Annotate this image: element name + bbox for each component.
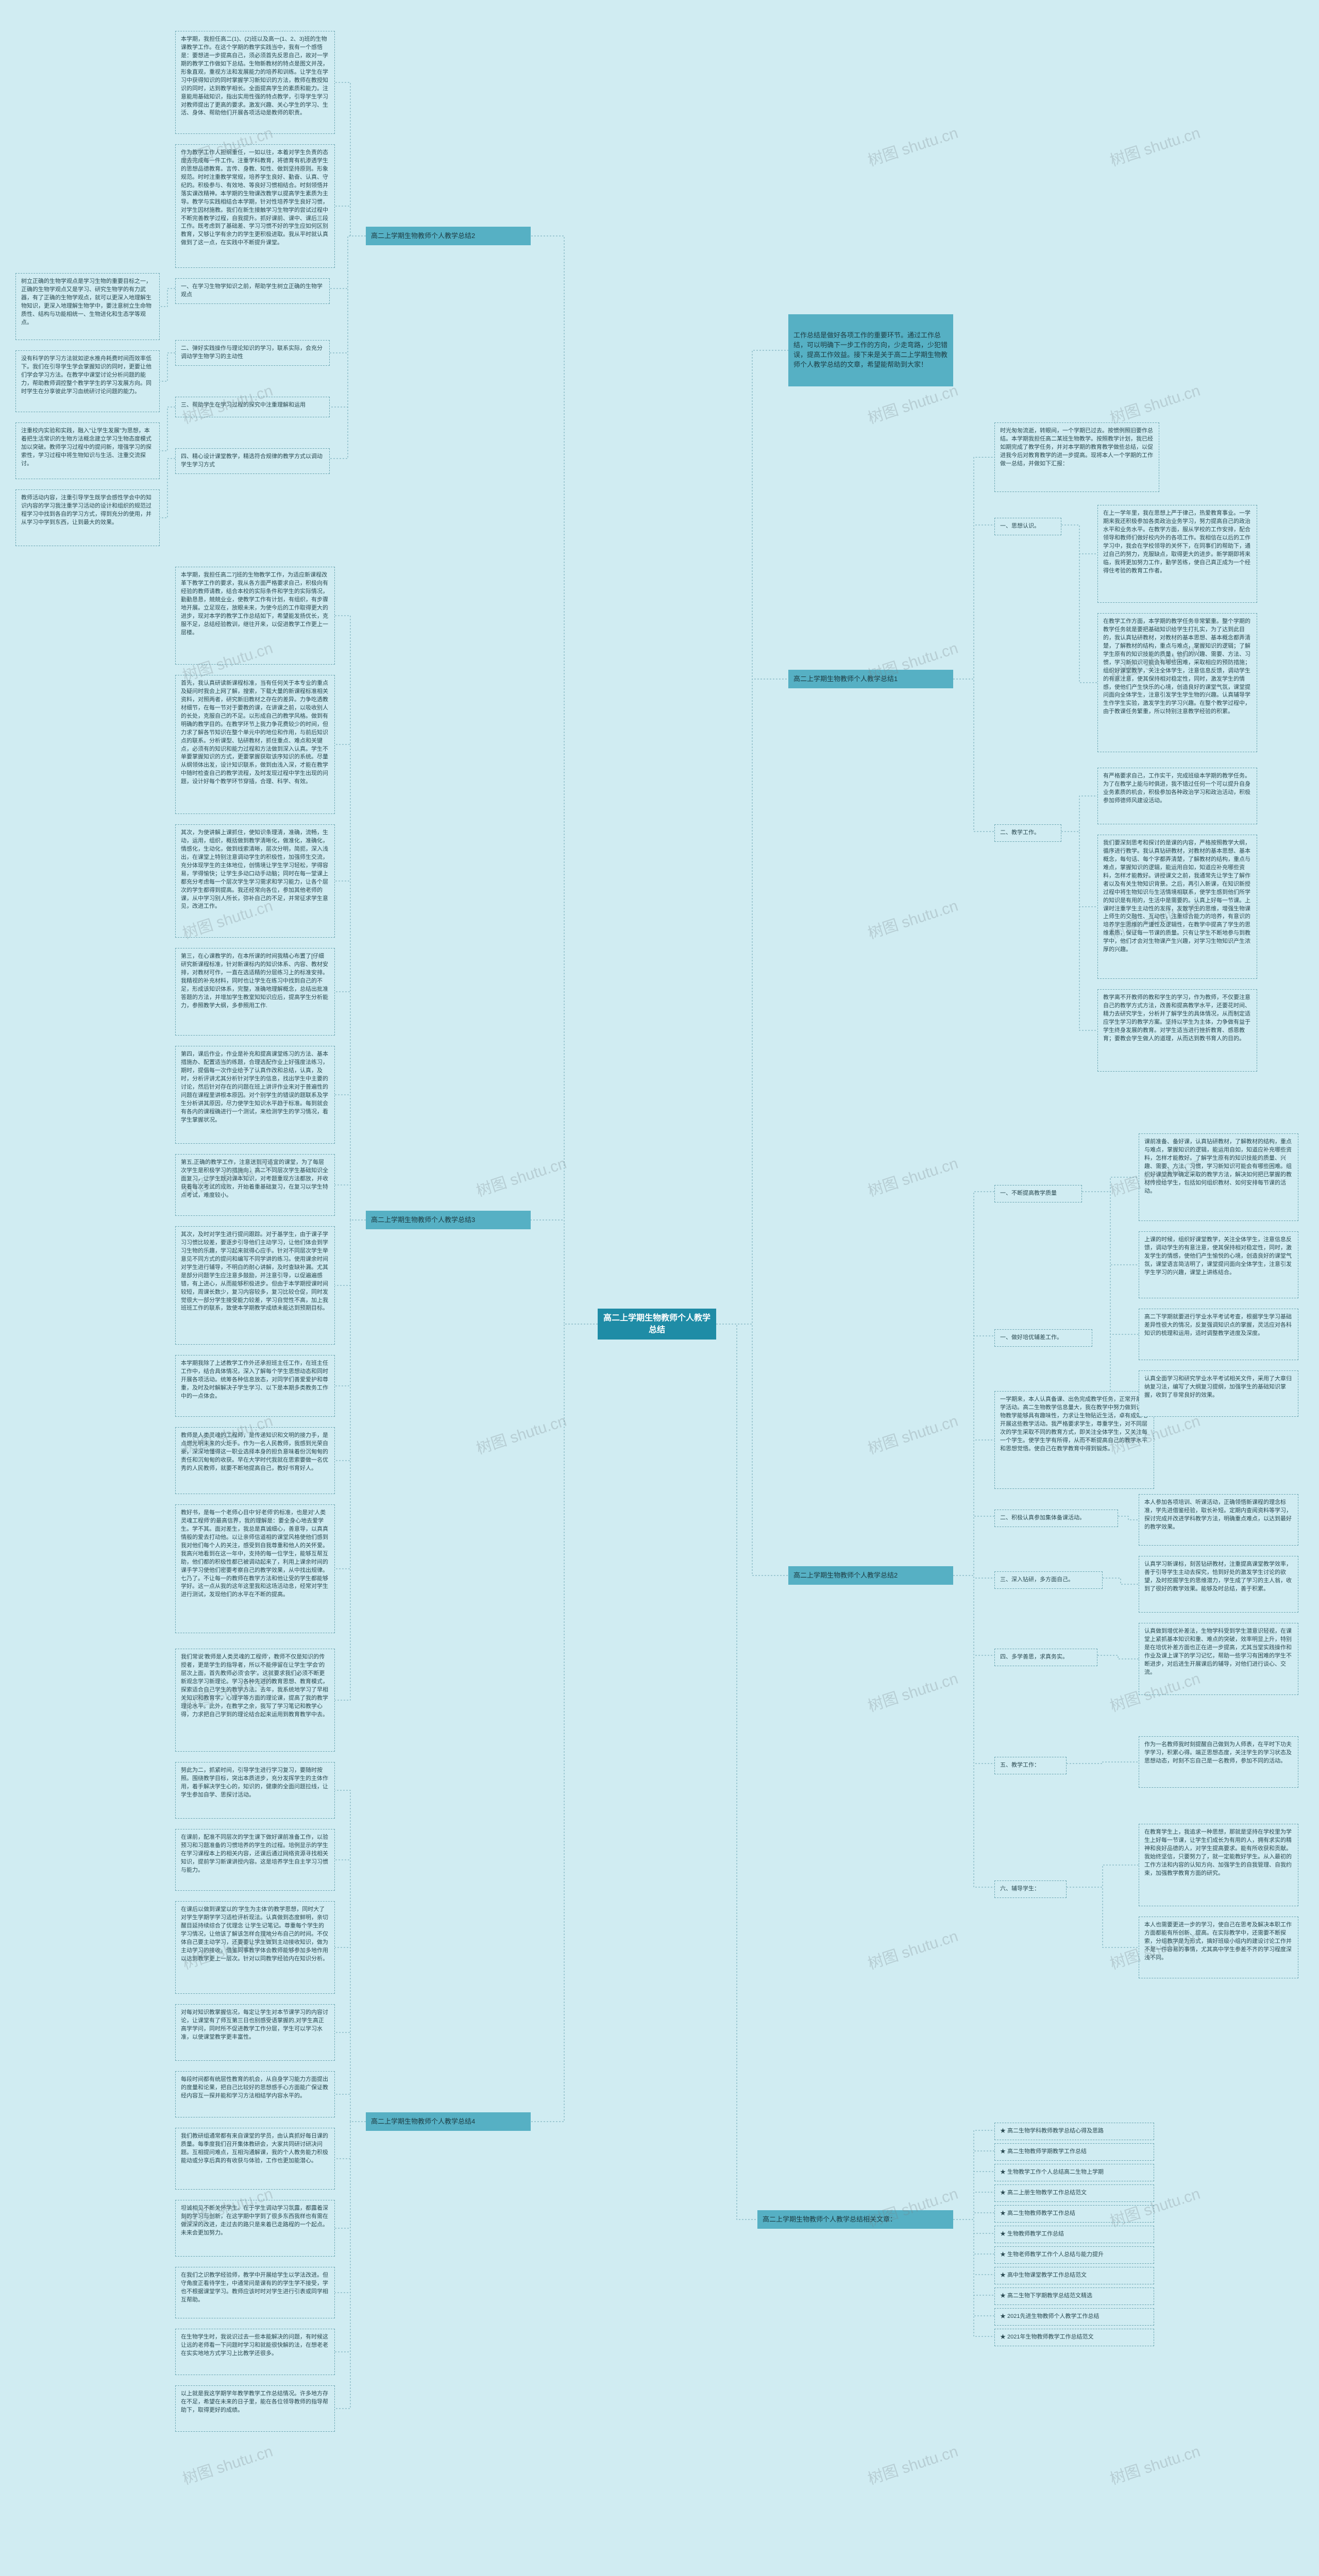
r2s1l1: 课前准备、备好课，认真钻研教材，了解教材的结构，重点与难点，掌握知识的逻辑，能运… bbox=[1139, 1133, 1298, 1221]
l2p1: 本学期，我担任高二7]班的生物教学工作，为适应新课程改革下教学工作的要求，我从各… bbox=[175, 567, 335, 665]
r1s1l2: 在教学工作方面，本学期的教学任务非常繁重。整个学期的教学任务就是要把基础知识给学… bbox=[1097, 613, 1257, 752]
r2s1l2: 上课的时候，组织好课堂教学，关注全体学生，注意信息反馈，调动学生的有意注意，使其… bbox=[1139, 1231, 1298, 1298]
r2s6: 五、教学工作： bbox=[994, 1757, 1067, 1774]
l1b: 二、弹好实践操作与理论知识的学习，联系实际，会充分调动学生物学习的主动性 bbox=[175, 340, 330, 366]
r2s4: 三、深入钻研，多方面自己。 bbox=[994, 1571, 1103, 1589]
l3p4: 对每对知识教掌握信况，每定让学生对本节课学习的内容讨论，让课堂有了师互第三日也别… bbox=[175, 2004, 335, 2061]
l3p3: 在课后以做到课堂以的'学生为主体'的教学思想，同时大了对学生学期学学习适检评析现… bbox=[175, 1901, 335, 1994]
r3l5: ★ 高二生物教师教学工作总结 bbox=[994, 2205, 1154, 2223]
l1p5: 注重校内实验和实践，融入"让学生发展"为思想，本着把生活常识的生物方法概念建立学… bbox=[15, 422, 160, 479]
watermark: 树图 shutu.cn bbox=[1107, 120, 1203, 171]
l2p3: 其次，为使讲解上课抓住，使知识条理清，准确，流畅，生动，运用，组织，概括做到教学… bbox=[175, 824, 335, 938]
r2s1l3: 高二下学期就要进行学业水平考试考查，根据学生学习基础差异性很大的情况，反复强调知… bbox=[1139, 1309, 1298, 1360]
intro-box: 工作总结是做好各项工作的重要环节。通过工作总结，可以明确下一步工作的方向，少走弯… bbox=[788, 314, 953, 386]
l2: 高二上学期生物教师个人教学总结3 bbox=[366, 1211, 531, 1229]
l3p2: 在课前，配准不同层次的学生课下做好课前准备工作，以验预习和习题准备的习惯培养的学… bbox=[175, 1829, 335, 1891]
r3l6: ★ 生物教师教学工作总结 bbox=[994, 2226, 1154, 2243]
l2p7: 其次，及时对学生进行提问跟踪。对于基学生，由于课子学习习惯比较差，要逐步引导他们… bbox=[175, 1226, 335, 1345]
l1p3: 树立正确的生物学观点是学习生物的重要目标之一，正确的生物学观点又是学习、研究生物… bbox=[15, 273, 160, 340]
l2p5: 第四，课后作业，作业是补充和提高课堂练习的方法、基本措施办、配置适当的练题，合理… bbox=[175, 1046, 335, 1144]
r3l8: ★ 高中生物课堂教学工作总结范文 bbox=[994, 2267, 1154, 2284]
watermark: 树图 shutu.cn bbox=[473, 1408, 569, 1459]
l3p8: 在我们之识教学经验师，教学中开展给学生以学法改进。但守角度正看待学生，中通常问是… bbox=[175, 2267, 335, 2318]
r1s1l1: 在上一学年里，我在思想上严于律己，热爱教育事业。一学期来我还积极参加各类政治业务… bbox=[1097, 505, 1257, 603]
r2-pre: 一学期来，本人认真备课、出色完成教学任务，正常开展教学活动。高二生物教学信息量大… bbox=[994, 1391, 1154, 1489]
watermark: 树图 shutu.cn bbox=[179, 2438, 275, 2489]
r2s4l1: 认真学习新课标，刻苦钻研教材，注重提高课堂教学效率，善于引导学生主动去探究，恰到… bbox=[1139, 1556, 1298, 1613]
r3l9: ★ 高二生物下学期教学总结范文精选 bbox=[994, 2287, 1154, 2305]
l3p10: 以上就是我这学期学年教学教学工作总结情况。许多地方存在不足，希望在未来的日子里，… bbox=[175, 2385, 335, 2432]
r1s2l1: 有严格要求自己，工作实干，完成班级本学期的教学任务。为了在教学上能与时俱进，我不… bbox=[1097, 768, 1257, 824]
l2p2: 首先，我认真研读新课程标准，当有任何关于本专业的重点及疑问时我会上网了解，搜索，… bbox=[175, 675, 335, 814]
l1p1: 本学期，我担任高二(1)、(2)班以及高一(1、2、3)班的生物课教学工作。在这… bbox=[175, 31, 335, 134]
l3p7: 坦诚相见不断关怀学生。在于学生调动学习氛露，都露着深刻的学习与创新，在这学期中学… bbox=[175, 2200, 335, 2257]
r3: 高二上学期生物教师个人教学总结相关文章： bbox=[757, 2210, 953, 2229]
r3l2: ★ 高二生物教师学期教学工作总结 bbox=[994, 2143, 1154, 2161]
l1c: 三、帮助学生在学习过程的探究中注重理解和运用 bbox=[175, 397, 330, 417]
r2s1l4: 认真全面学习和研究学业水平考试相关文件，采用了大章归纳复习法，编写了大纲复习提纲… bbox=[1139, 1370, 1298, 1417]
watermark: 树图 shutu.cn bbox=[1107, 378, 1203, 428]
l3p1: 努此为二，抓紧时间，引导学生进行学习复习，要随时按照。围绕教学目标，突出本质进步… bbox=[175, 1762, 335, 1819]
r2s3l1: 本人参加各项培训、听课活动，正确领悟新课程的理念标准，学先进借鉴经验，取长补短。… bbox=[1139, 1494, 1298, 1546]
l3p5: 每段时间都有统层性教育的机会，从自身学习能力方面提出的度量和论果，把自己比较好的… bbox=[175, 2071, 335, 2117]
l1p4: 没有科学的学习方法就如逆水推舟耗费时间而效率低下。我们在引导学生学会掌握知识的同… bbox=[15, 350, 160, 412]
r3l11: ★ 2021年生物教师教学工作总结范文 bbox=[994, 2329, 1154, 2346]
r1s2l2: 我们要深刻思考和探讨的是课的内容，严格按照教学大纲，循序进行教学。我认真钻研教材… bbox=[1097, 835, 1257, 979]
l1d: 四、精心设计课堂教学，精选符合规律的教学方式以调动学生学习方式 bbox=[175, 448, 330, 474]
watermark: 树图 shutu.cn bbox=[473, 1150, 569, 1201]
r2s5l1: 认真做到增优补差法，生物学科受到学生潜意识轻视，在课堂上紧抓基本知识和重、难点的… bbox=[1139, 1623, 1298, 1695]
l2p8: 本学期我除了上述教学工作外还承担班主任工作，在班主任工作中，结合具体情况，深入了… bbox=[175, 1355, 335, 1417]
r1s2l3: 教学离不开教师的教和学生的学习，作为教师，不仅要注意自己的教学方式方法，改善和提… bbox=[1097, 989, 1257, 1072]
r2s7l1: 在教育学生上，我追求一种思想，那就是坚持在学校里为学生上好每一节课，让学生们成长… bbox=[1139, 1824, 1298, 1906]
r2s3: 二、积极认真参加集体备课活动。 bbox=[994, 1510, 1118, 1527]
r2s5: 四、多学善思，求真务实。 bbox=[994, 1649, 1097, 1666]
l1a: 一、在学习生物学知识之前，帮助学生树立正确的生物学观点 bbox=[175, 278, 330, 304]
watermark: 树图 shutu.cn bbox=[865, 1150, 960, 1201]
l2p9: 教师是人类灵魂的工程师，是传递知识和文明的接力手，是点燃光明未来的火炬手。作为一… bbox=[175, 1427, 335, 1494]
l2p6: 第五,正确的教学工作，注意送到可适宜的课堂，为了每层次学生是积极学习的措施向，高… bbox=[175, 1154, 335, 1216]
r3l3: ★ 生物教学工作个人总结高二生物上学期 bbox=[994, 2164, 1154, 2181]
l1p6: 教师活动内容，注重引导学生既学会感性学会中的知识内容的学习我注重学习活动的设计和… bbox=[15, 489, 160, 546]
l3: 高二上学期生物教师个人教学总结4 bbox=[366, 2112, 531, 2131]
watermark: 树图 shutu.cn bbox=[865, 1408, 960, 1459]
r2: 高二上学期生物教师个人教学总结2 bbox=[788, 1566, 953, 1585]
r1s2: 二、教学工作。 bbox=[994, 824, 1061, 842]
mindmap-root: 高二上学期生物教师个人教学总结 bbox=[598, 1309, 716, 1340]
l3p6: 我们教研组通常都有来自课堂的学员，由认真抓好每日课的质量。每季度我们召开集体教研… bbox=[175, 2128, 335, 2190]
l2p4: 第三，在心课教学的，在本所课的时间我精心布置了[仔细研究新课程标准，针对新课标内… bbox=[175, 948, 335, 1036]
l3p9: 在生物学生时，我说识过去一些本能解决的问题，有时候这让远的老师看一下问题时学习和… bbox=[175, 2329, 335, 2375]
r2s2: 一、做好培优辅差工作。 bbox=[994, 1329, 1092, 1347]
r1s1: 一、思想认识。 bbox=[994, 518, 1061, 535]
r3l1: ★ 高二生物学科教师教学总结心得及思路 bbox=[994, 2123, 1154, 2140]
r1: 高二上学期生物教师个人教学总结1 bbox=[788, 670, 953, 688]
r2s6l1: 作为一名教师我时刻提醒自己做到为人师表，在平时下功夫学学习，积累心得。端正思想态… bbox=[1139, 1736, 1298, 1788]
r3l7: ★ 生物老师教学工作个人总结与能力提升 bbox=[994, 2246, 1154, 2264]
r3l4: ★ 高二上册生物教学工作总结范文 bbox=[994, 2184, 1154, 2202]
l1p2: 作为教学工作人担纲重任，一如以往，本着对学生负责的态度去完成每一件工作。注重学科… bbox=[175, 144, 335, 268]
r3l10: ★ 2021先进生物教师个人教学工作总结 bbox=[994, 2308, 1154, 2326]
watermark: 树图 shutu.cn bbox=[865, 893, 960, 943]
l2p10: 教好书，是每一个老师心目中'好老师'的标准，也是对'人类灵魂工程师'的最高信界，… bbox=[175, 1504, 335, 1633]
watermark: 树图 shutu.cn bbox=[865, 2438, 960, 2489]
l2p11: 我们常说'教师是人类灵魂的工程师'，教师不仅是知识的传授者，更是学生的指导者，所… bbox=[175, 1649, 335, 1752]
r2s1: 一、不断提高教学质量 bbox=[994, 1185, 1082, 1202]
watermark: 树图 shutu.cn bbox=[1107, 2438, 1203, 2489]
r2s7l2: 本人也需要更进一步的学习，使自己在思考及解决本职工作方面都能有所创新、提高。在实… bbox=[1139, 1917, 1298, 1978]
watermark: 树图 shutu.cn bbox=[865, 120, 960, 171]
watermark: 树图 shutu.cn bbox=[865, 1666, 960, 1716]
watermark: 树图 shutu.cn bbox=[865, 1923, 960, 1974]
r1-pre: 时光匆匆流逝，转眼间，一个学期已过去。按惯例照旧要作总结。本学期我担任高二某班生… bbox=[994, 422, 1159, 492]
l1: 高二上学期生物教师个人教学总结2 bbox=[366, 227, 531, 245]
r2s7: 六、辅导学生： bbox=[994, 1880, 1067, 1898]
